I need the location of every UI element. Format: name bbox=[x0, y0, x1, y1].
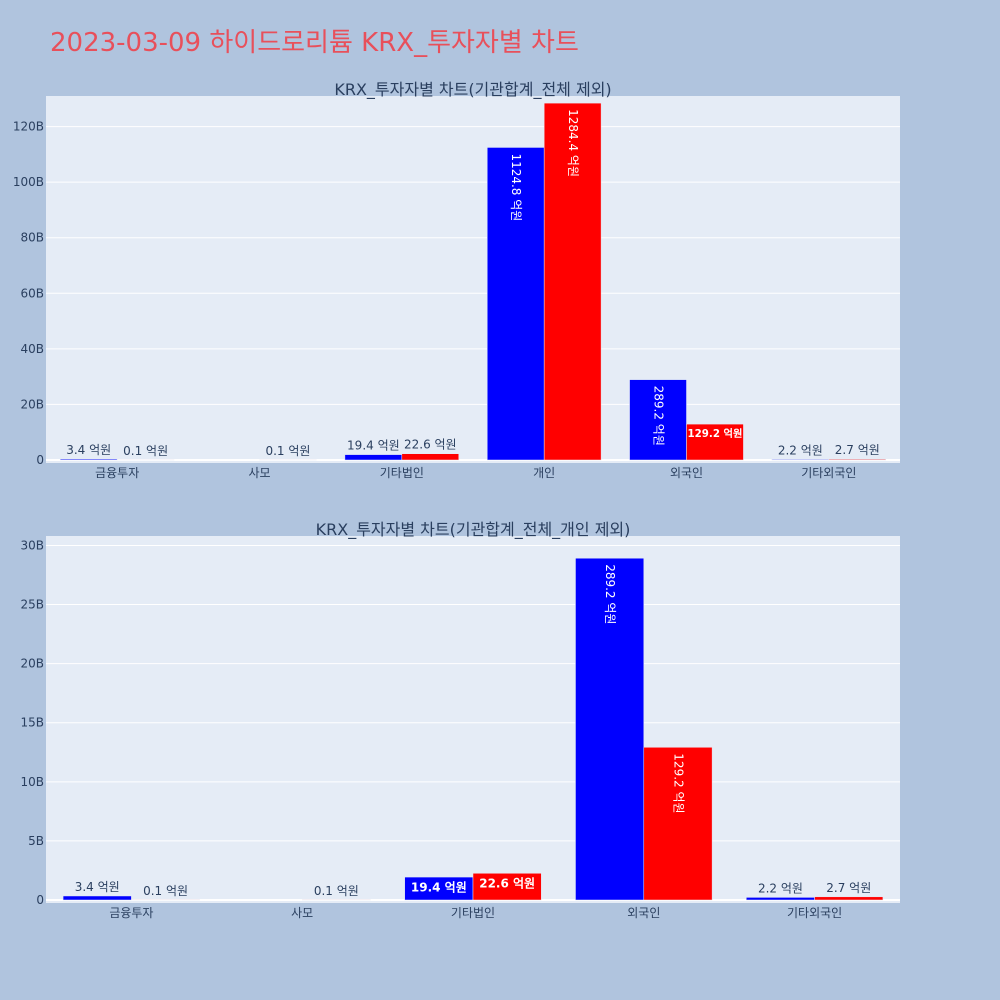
data-label: 289.2 억원 bbox=[603, 564, 617, 624]
data-label: 2.2 억원 bbox=[778, 443, 823, 457]
y-tick-label: 30B bbox=[20, 538, 44, 552]
y-tick-label: 5B bbox=[28, 834, 44, 848]
y-tick-label: 10B bbox=[20, 775, 44, 789]
x-tick-label: 사모 bbox=[248, 466, 270, 480]
data-label: 0.1 억원 bbox=[143, 884, 188, 898]
data-label: 0.1 억원 bbox=[123, 444, 168, 458]
chart-1: KRX_투자자별 차트(기관합계_전체 제외) 3.4 억원 0.1 억원 0.1 … bbox=[13, 80, 900, 480]
y-tick-label: 60B bbox=[20, 286, 44, 300]
y-tick-label: 15B bbox=[20, 716, 44, 730]
x-tick-label: 기타법인 bbox=[451, 906, 495, 920]
x-tick-label: 사모 bbox=[291, 906, 313, 920]
bar bbox=[814, 896, 884, 901]
data-label: 3.4 억원 bbox=[66, 443, 111, 457]
y-tick-label: 25B bbox=[20, 598, 44, 612]
y-tick-label: 0 bbox=[36, 453, 44, 467]
bar bbox=[828, 458, 887, 461]
chart-title: KRX_투자자별 차트(기관합계_전체 제외) bbox=[334, 80, 611, 100]
y-tick-label: 40B bbox=[20, 342, 44, 356]
data-label: 129.2 억원 bbox=[671, 753, 685, 813]
data-label: 129.2 억원 bbox=[688, 427, 743, 440]
bar bbox=[486, 147, 545, 461]
bar bbox=[62, 895, 132, 901]
data-label: 289.2 억원 bbox=[652, 386, 666, 446]
bar bbox=[344, 454, 403, 461]
bar bbox=[746, 897, 815, 901]
x-tick-label: 외국인 bbox=[627, 906, 660, 920]
data-label: 1124.8 억원 bbox=[509, 153, 523, 221]
chart-2: KRX_투자자별 차트(기관합계_전체_개인 제외) 3.4 억원 0.1 억원 0… bbox=[20, 520, 900, 920]
bar bbox=[771, 459, 830, 461]
bar bbox=[472, 873, 542, 901]
chart-title: KRX_투자자별 차트(기관합계_전체_개인 제외) bbox=[316, 520, 631, 540]
data-label: 2.7 억원 bbox=[835, 443, 880, 457]
y-tick-label: 120B bbox=[13, 120, 44, 134]
data-label: 1284.4 억원 bbox=[566, 109, 580, 177]
plot-area bbox=[46, 536, 900, 903]
x-tick-label: 외국인 bbox=[670, 466, 703, 480]
data-label: 19.4 억원 bbox=[411, 880, 467, 894]
data-label: 0.1 억원 bbox=[314, 884, 359, 898]
page-title: 2023-03-09 하이드로리튬 KRX_투자자별 차트 bbox=[50, 28, 579, 58]
data-label: 19.4 억원 bbox=[347, 439, 400, 453]
bar bbox=[401, 453, 460, 461]
data-label: 22.6 억원 bbox=[479, 876, 535, 890]
y-tick-label: 80B bbox=[20, 231, 44, 245]
x-tick-label: 개인 bbox=[533, 466, 555, 480]
bar bbox=[59, 458, 118, 461]
x-tick-label: 기타외국인 bbox=[801, 466, 856, 480]
y-tick-label: 100B bbox=[13, 175, 44, 189]
data-label: 0.1 억원 bbox=[265, 444, 310, 458]
data-label: 2.2 억원 bbox=[758, 881, 803, 895]
bar bbox=[686, 423, 744, 461]
bar bbox=[643, 747, 713, 901]
y-tick-label: 0 bbox=[36, 893, 44, 907]
y-tick-label: 20B bbox=[20, 397, 44, 411]
data-label: 2.7 억원 bbox=[826, 881, 871, 895]
bar bbox=[543, 102, 602, 461]
bar bbox=[575, 557, 645, 901]
x-tick-label: 기타외국인 bbox=[787, 906, 842, 920]
bar bbox=[629, 379, 687, 461]
plot-area bbox=[46, 96, 900, 463]
x-tick-label: 금융투자 bbox=[95, 466, 139, 480]
data-label: 3.4 억원 bbox=[75, 880, 120, 894]
x-tick-label: 기타법인 bbox=[380, 466, 424, 480]
y-tick-label: 20B bbox=[20, 657, 44, 671]
data-label: 22.6 억원 bbox=[404, 438, 457, 452]
x-tick-label: 금융투자 bbox=[109, 906, 153, 920]
